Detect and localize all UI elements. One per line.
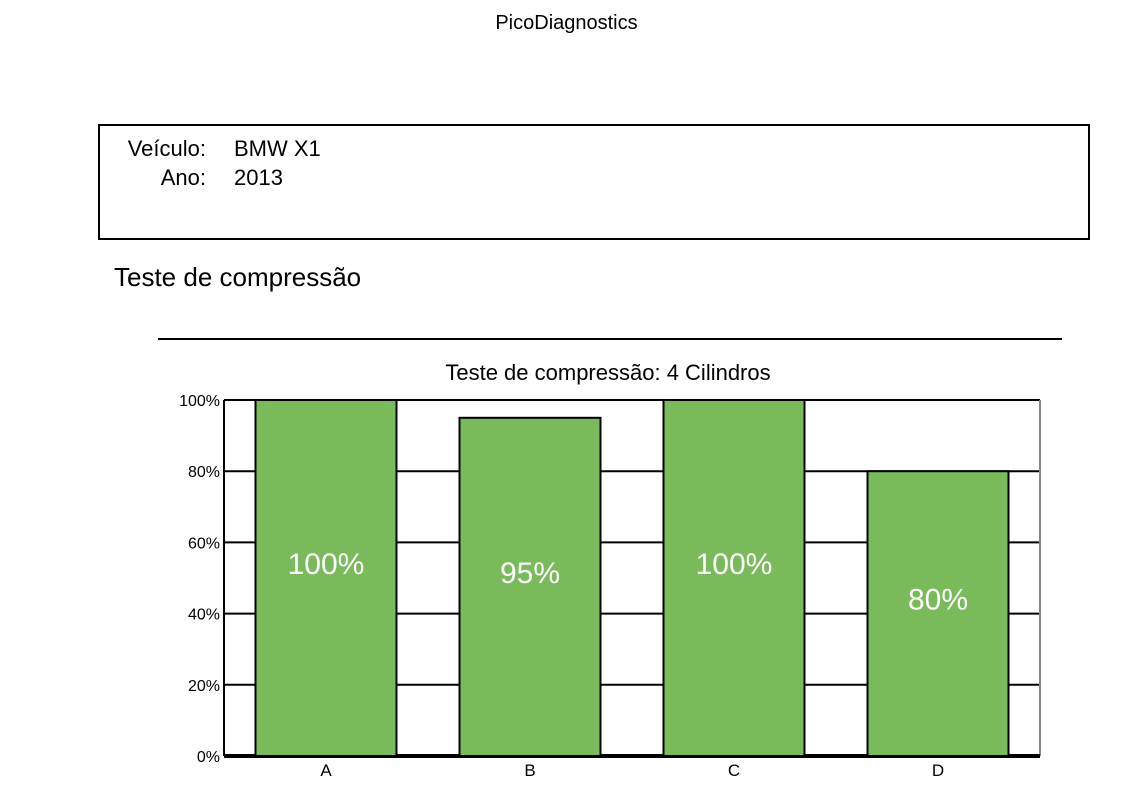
chart-bars: 100% 95% 100% 80% [254, 399, 1010, 757]
section-title: Teste de compressão [114, 262, 362, 292]
y-tick-label: 80% [188, 464, 220, 481]
bar-A [254, 399, 398, 757]
y-tick-label: 100% [179, 393, 220, 410]
bar-B [458, 416, 602, 757]
vehicle-info-box: Veículo: BMW X1 Ano: 2013 [98, 124, 1090, 240]
vehicle-year-label: Ano: [160, 165, 206, 190]
bar-value-label: 100% [696, 548, 773, 581]
bar-value-label: 100% [288, 548, 365, 581]
vehicle-make-label: Veículo: [127, 136, 206, 161]
x-tick-label: C [728, 761, 740, 780]
y-tick-label: 20% [188, 678, 220, 695]
bar-value-label: 95% [500, 557, 560, 590]
bar-D [866, 470, 1010, 757]
vehicle-year-value: 2013 [234, 165, 283, 190]
chart-y-axis: 0% 20% 40% 60% 80% 100% [179, 393, 220, 766]
vehicle-make-row: Veículo: BMW X1 [118, 136, 321, 162]
x-tick-label: B [524, 761, 535, 780]
y-tick-label: 60% [188, 535, 220, 552]
app-title: PicoDiagnostics [495, 12, 638, 34]
y-tick-label: 40% [188, 607, 220, 624]
x-tick-label: D [932, 761, 944, 780]
chart-x-axis: A B C D [320, 761, 944, 780]
vehicle-year-row: Ano: 2013 [118, 165, 283, 191]
y-tick-label: 0% [197, 749, 220, 766]
vehicle-make-value: BMW X1 [234, 136, 321, 161]
chart-title: Teste de compressão: 4 Cilindros [445, 360, 770, 385]
x-tick-label: A [320, 761, 332, 780]
bar-C [662, 399, 806, 757]
section-divider [158, 338, 1062, 340]
bar-value-label: 80% [908, 584, 968, 617]
